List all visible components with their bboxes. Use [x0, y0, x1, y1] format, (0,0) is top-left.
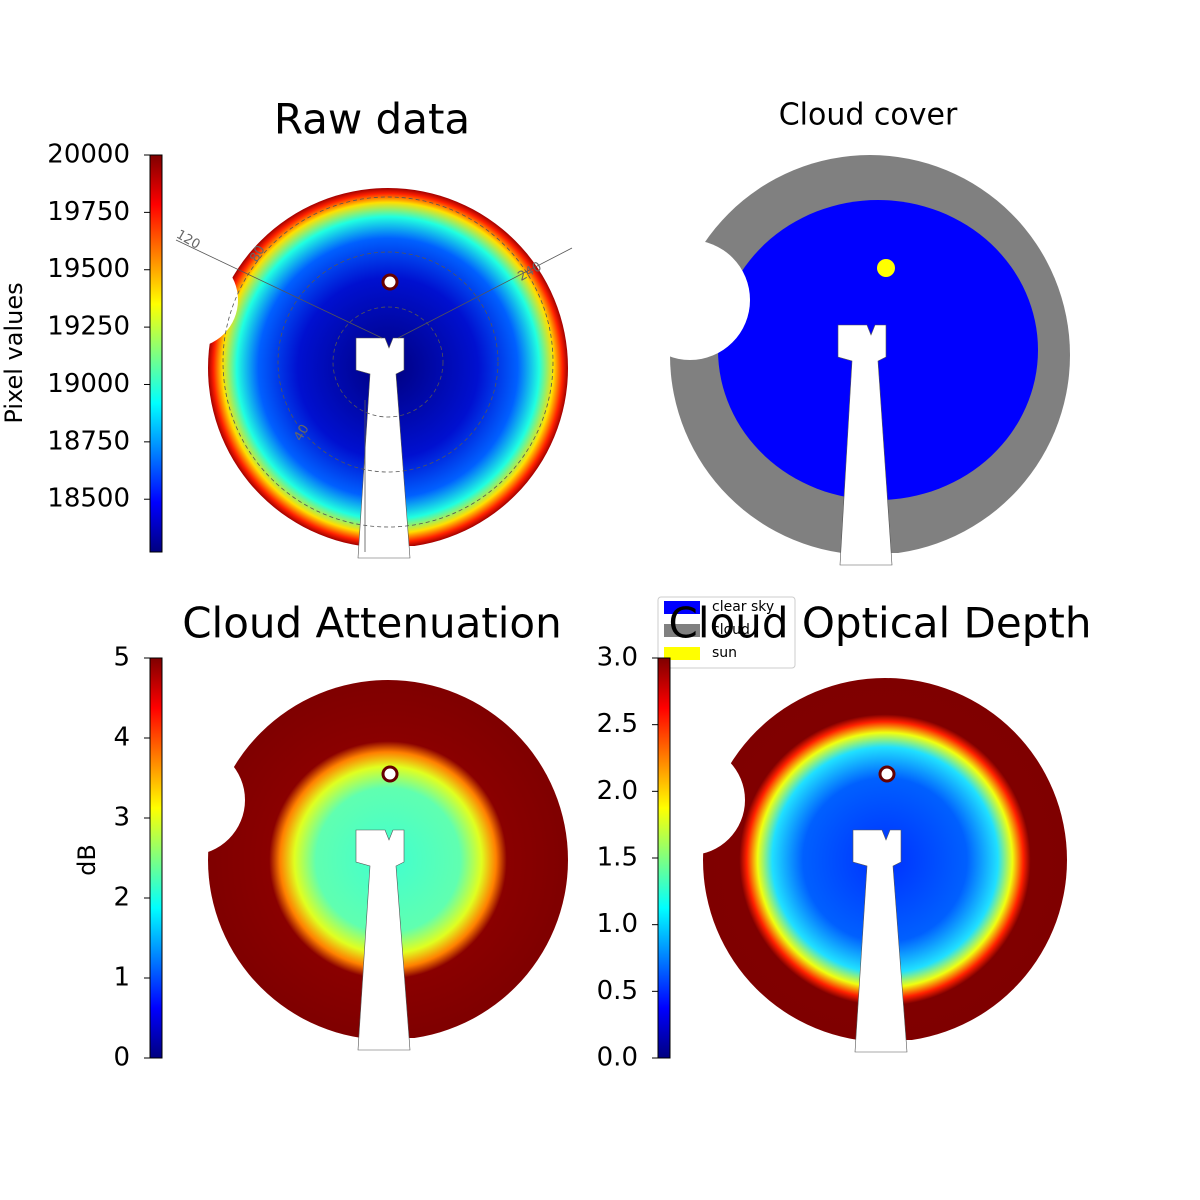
legend-label: sun: [712, 645, 737, 661]
colorbar: [149, 154, 163, 553]
colorbar-tick-label: 2.0: [597, 776, 638, 806]
colorbar-tick-label: 19750: [47, 197, 130, 227]
legend-swatch: [664, 624, 700, 637]
colorbar: [149, 657, 163, 1059]
panel: [635, 678, 1072, 1070]
mount-strut: [837, 324, 893, 566]
colorbar-tick-label: 2: [113, 883, 130, 913]
mount-strut: [355, 337, 411, 559]
colorbar-tick-label: 19250: [47, 312, 130, 342]
mount-strut: [355, 829, 411, 1051]
sun-region: [877, 259, 895, 277]
legend-swatch: [664, 647, 700, 660]
colorbar: [657, 657, 671, 1059]
polar-grid: [277, 251, 499, 473]
panel-title: Cloud Optical Depth: [669, 599, 1092, 648]
colorbar-tick-label: 18500: [47, 484, 130, 514]
colorbar-tick-label: 0: [113, 1043, 130, 1073]
colorbar-tick-label: 18750: [47, 426, 130, 456]
colorbar-tick-label: 3.0: [597, 643, 638, 673]
panel-title: Cloud Attenuation: [182, 599, 562, 648]
colorbar-tick-label: 1.0: [597, 909, 638, 939]
polar-axis: [175, 239, 383, 339]
sun-spot: [381, 273, 399, 291]
horizon-notch: [142, 252, 238, 348]
colorbar-tick-label: 20000: [47, 140, 130, 170]
colorbar-label: dB: [73, 844, 101, 876]
colorbar-tick-label: 0.5: [597, 976, 638, 1006]
panel-title: Raw data: [274, 95, 470, 144]
colorbar-tick-label: 4: [113, 723, 130, 753]
polar-grid: [332, 306, 444, 418]
colorbar-tick-label: 0.0: [597, 1043, 638, 1073]
panel: [135, 680, 573, 1068]
panel-title: Cloud cover: [779, 98, 958, 133]
colorbar-tick-label: 3: [113, 803, 130, 833]
colorbar-tick-label: 1.5: [597, 843, 638, 873]
polar-grid: [222, 196, 554, 528]
legend-label: cloud: [712, 622, 750, 638]
polar-label: 40: [291, 422, 312, 444]
sun-spot: [381, 765, 399, 783]
legend-swatch: [664, 601, 700, 614]
colorbar-tick-label: 19000: [47, 369, 130, 399]
colorbar-tick-label: 1: [113, 963, 130, 993]
colorbar-tick-label: 19500: [47, 254, 130, 284]
colorbar-tick-label: 2.5: [597, 709, 638, 739]
colorbar-tick-label: 5: [113, 643, 130, 673]
mount-strut: [852, 829, 908, 1053]
panel: [142, 188, 573, 576]
polar-label: 120: [173, 227, 202, 252]
polar-axis: [397, 247, 573, 339]
horizon-notch: [635, 745, 745, 855]
sun-spot: [878, 765, 896, 783]
polar-label: 80: [247, 243, 268, 265]
colorbar-label: Pixel values: [0, 282, 28, 423]
legend-label: clear sky: [712, 599, 774, 615]
horizon-notch: [630, 240, 750, 360]
